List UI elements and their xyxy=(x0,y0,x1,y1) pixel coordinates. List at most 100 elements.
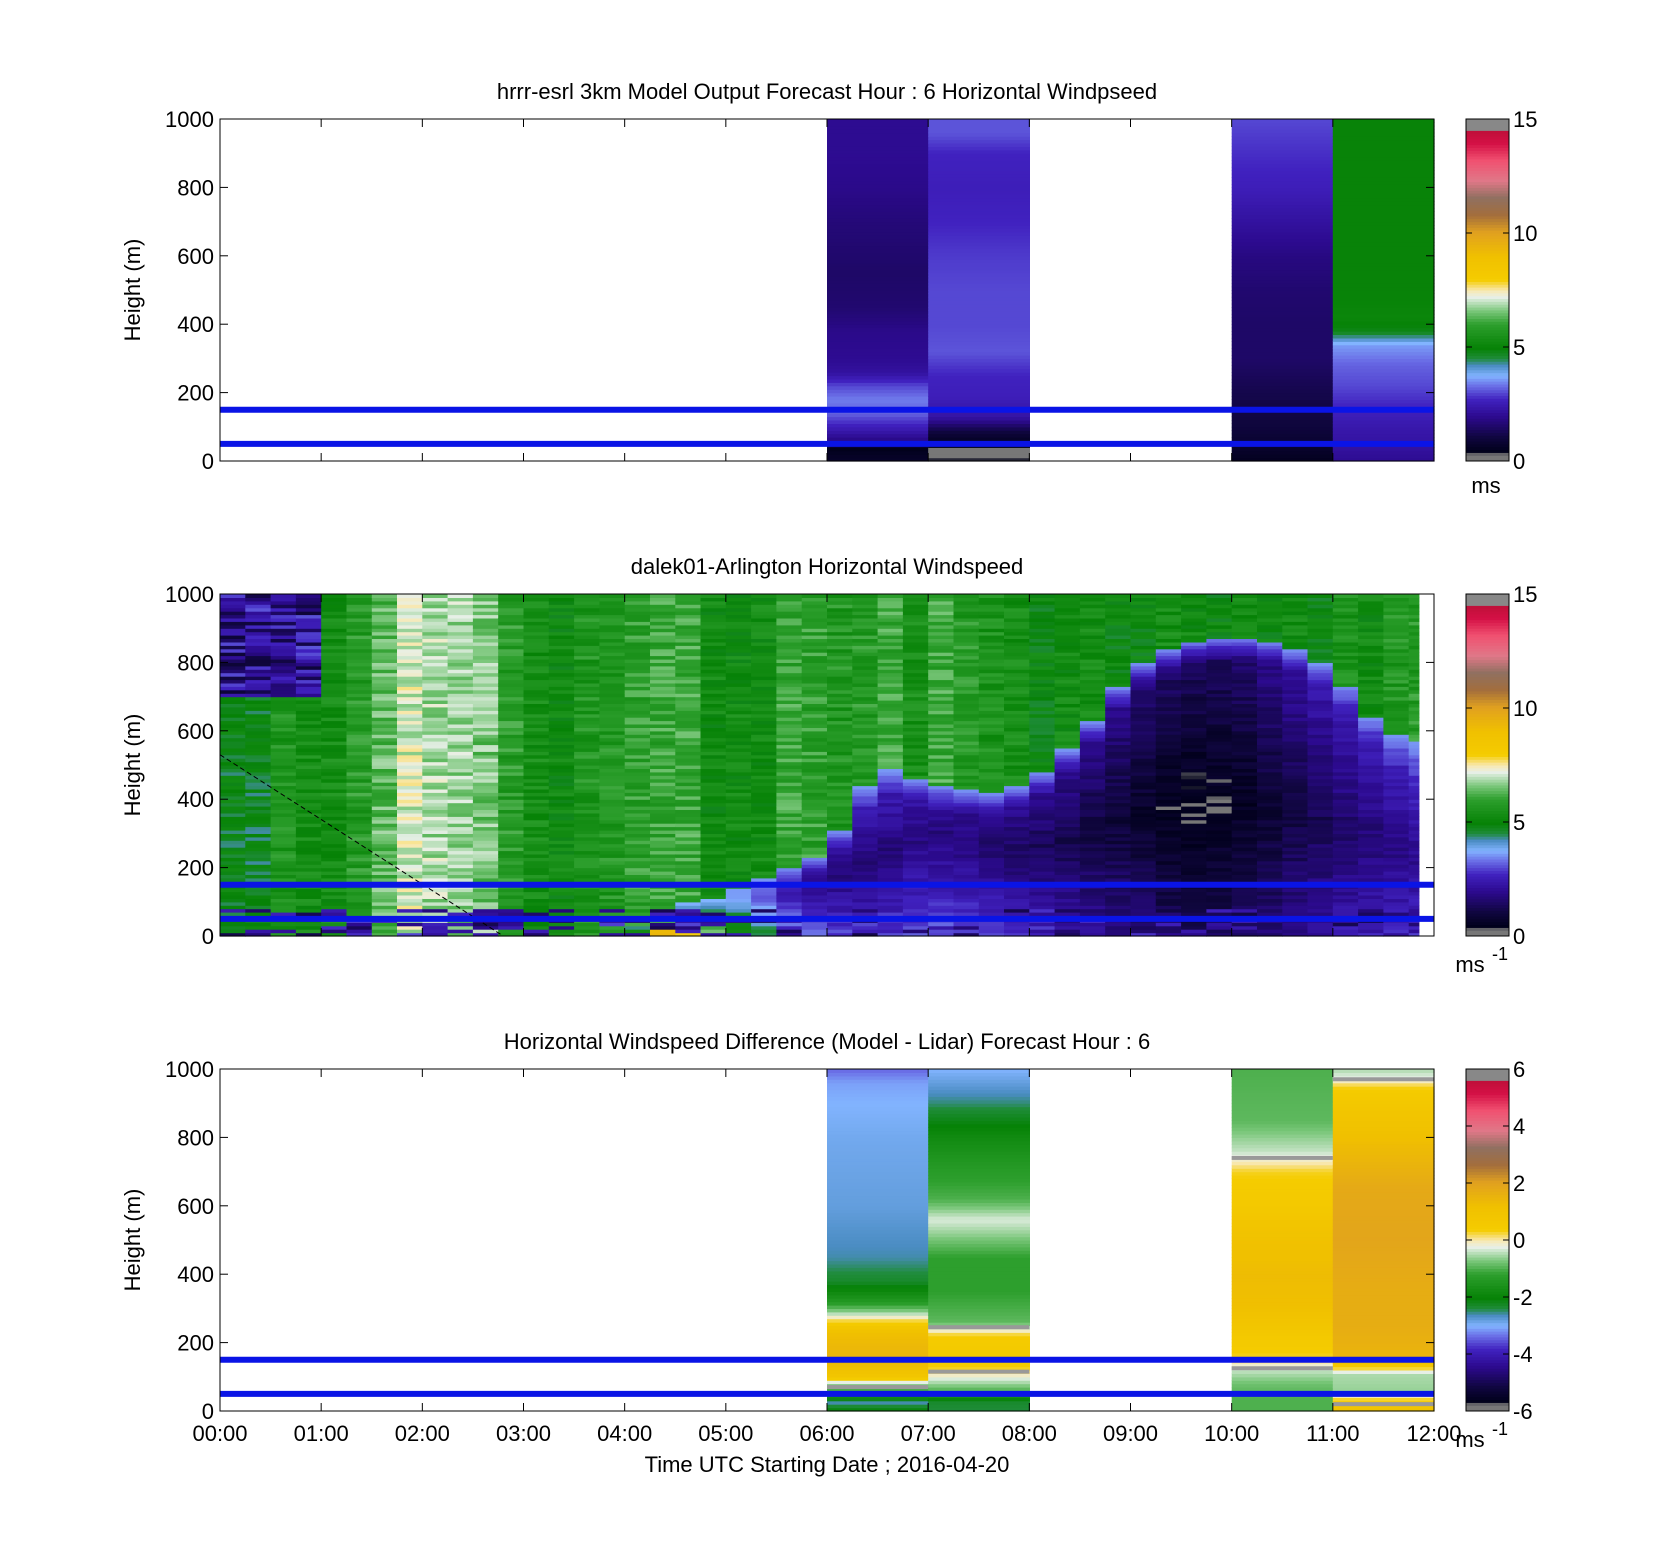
heatmap-cell xyxy=(978,652,1005,657)
heatmap-cell xyxy=(295,679,322,684)
heatmap-cell xyxy=(776,761,803,766)
heatmap-cell xyxy=(827,355,929,359)
heatmap-cell xyxy=(447,860,474,865)
heatmap-cell xyxy=(447,706,474,711)
colorbar-swatch xyxy=(1466,395,1509,399)
heatmap-cell xyxy=(1231,156,1334,161)
heatmap-cell xyxy=(675,676,702,681)
heatmap-cell xyxy=(1130,891,1157,896)
heatmap-cell xyxy=(1231,782,1258,787)
heatmap-cell xyxy=(1130,860,1157,865)
colorbar-swatch xyxy=(1466,178,1509,183)
heatmap-cell xyxy=(1257,621,1283,626)
heatmap-cell xyxy=(776,929,803,934)
heatmap-cell xyxy=(371,819,398,824)
heatmap-cell xyxy=(1206,679,1233,684)
heatmap-cell xyxy=(1155,665,1182,670)
heatmap-cell xyxy=(852,631,879,636)
heatmap-cell xyxy=(1029,857,1056,862)
heatmap-cell xyxy=(877,713,904,718)
heatmap-cell xyxy=(220,853,246,858)
heatmap-cell xyxy=(321,730,348,735)
heatmap-cell xyxy=(827,635,853,639)
heatmap-cell xyxy=(1130,771,1157,776)
heatmap-cell xyxy=(675,607,702,612)
heatmap-cell xyxy=(574,799,600,804)
heatmap-cell xyxy=(1079,895,1106,899)
heatmap-cell xyxy=(776,905,803,910)
heatmap-cell xyxy=(801,877,828,882)
heatmap-cell xyxy=(928,290,1030,294)
heatmap-cell xyxy=(498,676,525,681)
heatmap-cell xyxy=(725,864,752,869)
heatmap-cell xyxy=(1181,860,1207,865)
heatmap-cell xyxy=(1029,860,1056,865)
heatmap-cell xyxy=(220,628,246,633)
heatmap-cell xyxy=(346,830,373,834)
heatmap-cell xyxy=(371,655,398,660)
heatmap-cell xyxy=(1282,713,1309,718)
heatmap-cell xyxy=(1130,782,1157,787)
heatmap-cell xyxy=(928,365,1030,370)
heatmap-cell xyxy=(1206,672,1233,677)
heatmap-cell xyxy=(245,607,272,612)
heatmap-cell xyxy=(1079,652,1106,657)
heatmap-cell xyxy=(295,710,322,715)
heatmap-cell xyxy=(1231,146,1334,151)
heatmap-cell xyxy=(599,932,626,937)
heatmap-cell xyxy=(928,734,955,739)
heatmap-cell xyxy=(801,710,828,715)
heatmap-cell xyxy=(295,744,322,749)
heatmap-cell xyxy=(1231,833,1258,838)
heatmap-cell xyxy=(599,611,626,616)
heatmap-cell xyxy=(675,717,702,722)
heatmap-cell xyxy=(1029,836,1056,841)
heatmap-cell xyxy=(1029,693,1056,698)
heatmap-cell xyxy=(1257,925,1283,930)
heatmap-cell xyxy=(523,836,550,841)
heatmap-cell xyxy=(877,836,904,841)
heatmap-cell xyxy=(1332,402,1435,407)
heatmap-cell xyxy=(422,788,449,793)
heatmap-cell xyxy=(953,693,980,698)
heatmap-cell xyxy=(422,754,449,759)
heatmap-cell xyxy=(1282,864,1309,869)
heatmap-cell xyxy=(220,645,246,650)
heatmap-cell xyxy=(1231,871,1258,875)
heatmap-cell xyxy=(321,765,348,769)
heatmap-cell xyxy=(902,857,929,862)
heatmap-cell xyxy=(1029,850,1056,855)
heatmap-cell xyxy=(624,696,651,701)
heatmap-cell xyxy=(978,912,1005,917)
heatmap-cell xyxy=(574,843,600,848)
heatmap-cell xyxy=(953,929,980,934)
heatmap-cell xyxy=(902,758,929,763)
heatmap-cell xyxy=(270,652,297,657)
heatmap-cell xyxy=(1130,720,1157,725)
heatmap-cell xyxy=(1105,734,1132,739)
heatmap-cell xyxy=(1004,782,1030,787)
heatmap-cell xyxy=(447,771,474,776)
heatmap-cell xyxy=(902,778,929,783)
heatmap-cell xyxy=(1231,922,1258,927)
heatmap-cell xyxy=(650,830,676,834)
heatmap-cell xyxy=(1181,594,1207,598)
heatmap-cell xyxy=(1130,826,1157,831)
colorbar-swatch xyxy=(1466,321,1509,325)
heatmap-cell xyxy=(574,891,600,896)
heatmap-cell xyxy=(574,847,600,852)
heatmap-cell xyxy=(245,836,272,841)
heatmap-cell xyxy=(574,720,600,725)
heatmap-cell xyxy=(827,905,853,910)
heatmap-cell xyxy=(295,840,322,845)
heatmap-cell xyxy=(624,611,651,616)
heatmap-cell xyxy=(1105,823,1132,828)
heatmap-cell xyxy=(498,788,525,793)
heatmap-cell xyxy=(928,231,1030,236)
heatmap-cell xyxy=(1231,142,1334,147)
heatmap-cell xyxy=(700,669,727,674)
colorbar-swatch xyxy=(1466,287,1509,291)
colorbar-swatch xyxy=(1466,409,1509,414)
heatmap-cell xyxy=(1054,843,1081,848)
